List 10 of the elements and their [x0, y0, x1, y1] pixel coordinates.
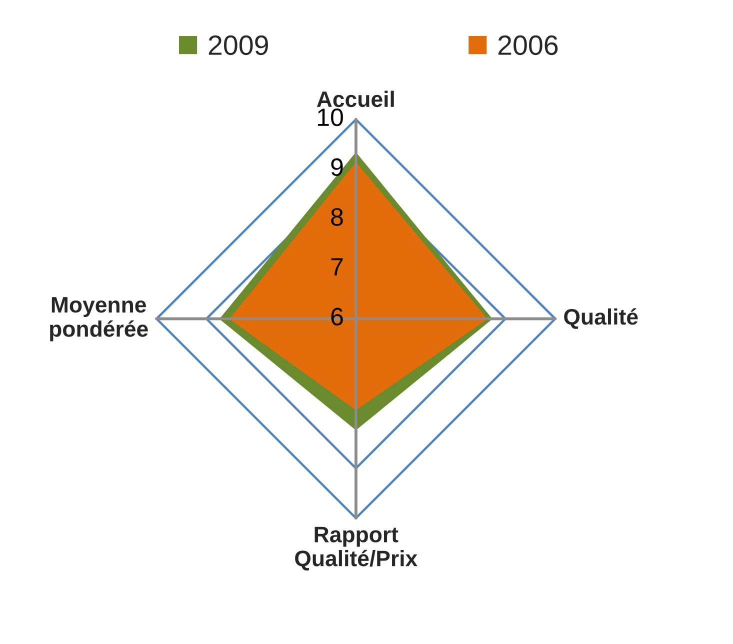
- spoke-label: Moyenne pondérée: [50, 297, 148, 342]
- y-tick-label: 8: [331, 208, 343, 226]
- spoke-label: Accueil: [316, 90, 394, 108]
- y-tick-label: 7: [331, 258, 343, 276]
- y-tick-label: 10: [318, 108, 343, 126]
- spoke-label: Rapport Qualité/Prix: [295, 526, 418, 570]
- legend-label: 2009: [208, 35, 268, 56]
- spoke-label: Qualité: [564, 308, 638, 329]
- y-tick-label: 9: [331, 158, 343, 176]
- legend-label: 2006: [498, 35, 558, 56]
